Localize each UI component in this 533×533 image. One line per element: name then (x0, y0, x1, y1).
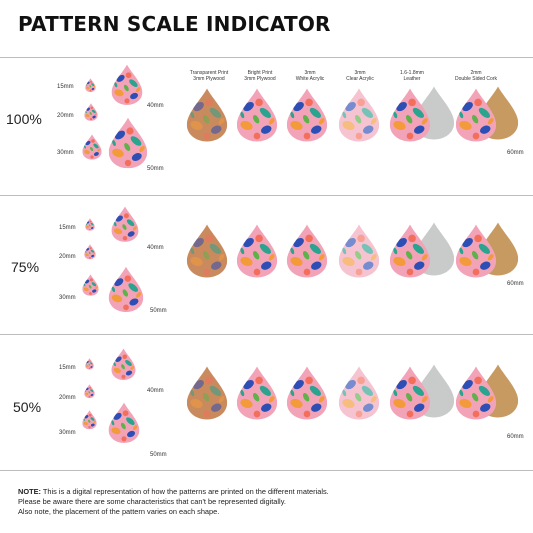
size-label: 40mm (147, 245, 164, 251)
size-label: 50mm (150, 452, 167, 458)
swatch-clear-acrylic (338, 88, 380, 142)
divider (0, 195, 533, 196)
swatch-20mm (84, 103, 98, 121)
swatch-15mm (85, 218, 95, 231)
note-text: NOTE: This is a digital representation o… (18, 487, 329, 516)
scale-label-50: 50% (13, 399, 42, 415)
size-label: 20mm (59, 395, 76, 401)
swatch-transparent-plywood (186, 366, 228, 420)
swatch-clear-acrylic (338, 224, 380, 278)
page-title: PATTERN SCALE INDICATOR (18, 12, 331, 36)
swatch-30mm (82, 134, 102, 160)
size-label: 60mm (507, 281, 524, 287)
swatch-cork (455, 88, 497, 142)
swatch-leather (389, 224, 431, 278)
size-label: 30mm (59, 430, 76, 436)
swatch-bright-plywood (236, 366, 278, 420)
swatch-bright-plywood (236, 224, 278, 278)
swatch-cork (455, 366, 497, 420)
swatch-50mm (108, 402, 140, 443)
size-label: 15mm (59, 365, 76, 371)
swatch-transparent-plywood (186, 88, 228, 142)
material-label: 1.6-1.8mm Leather (400, 70, 424, 82)
swatch-leather (389, 366, 431, 420)
divider (0, 334, 533, 335)
swatch-30mm (82, 410, 97, 430)
size-label: 60mm (507, 434, 524, 440)
size-label: 30mm (59, 295, 76, 301)
size-label: 60mm (507, 150, 524, 156)
swatch-transparent-plywood (186, 224, 228, 278)
swatch-bright-plywood (236, 88, 278, 142)
size-label: 15mm (57, 84, 74, 90)
size-label: 50mm (147, 166, 164, 172)
size-label: 20mm (57, 113, 74, 119)
divider (0, 470, 533, 471)
swatch-white-acrylic (286, 88, 328, 142)
material-label: 2mm Double Sided Cork (455, 70, 497, 82)
scale-label-100: 100% (6, 111, 42, 127)
divider (0, 57, 533, 58)
swatch-white-acrylic (286, 224, 328, 278)
swatch-15mm (85, 358, 94, 370)
swatch-white-acrylic (286, 366, 328, 420)
swatch-20mm (84, 244, 96, 260)
size-label: 40mm (147, 388, 164, 394)
scale-label-75: 75% (11, 259, 40, 275)
size-label: 40mm (147, 103, 164, 109)
material-label: Transparent Print 3mm Plywood (189, 70, 229, 82)
material-label: 3mm White Acrylic (295, 70, 325, 82)
size-label: 30mm (57, 150, 74, 156)
size-label: 50mm (150, 308, 167, 314)
swatch-cork (455, 224, 497, 278)
swatch-40mm (111, 64, 143, 105)
swatch-15mm (85, 78, 96, 93)
swatch-30mm (82, 274, 99, 296)
swatch-20mm (84, 384, 95, 399)
swatch-40mm (111, 348, 136, 380)
swatch-leather (389, 88, 431, 142)
size-label: 15mm (59, 225, 76, 231)
swatch-40mm (111, 206, 139, 242)
size-label: 20mm (59, 254, 76, 260)
swatch-clear-acrylic (338, 366, 380, 420)
material-label: 3mm Clear Acrylic (346, 70, 374, 82)
swatch-50mm (108, 266, 144, 313)
material-label: Bright Print 3mm Plywood (244, 70, 276, 82)
swatch-50mm (108, 117, 148, 169)
